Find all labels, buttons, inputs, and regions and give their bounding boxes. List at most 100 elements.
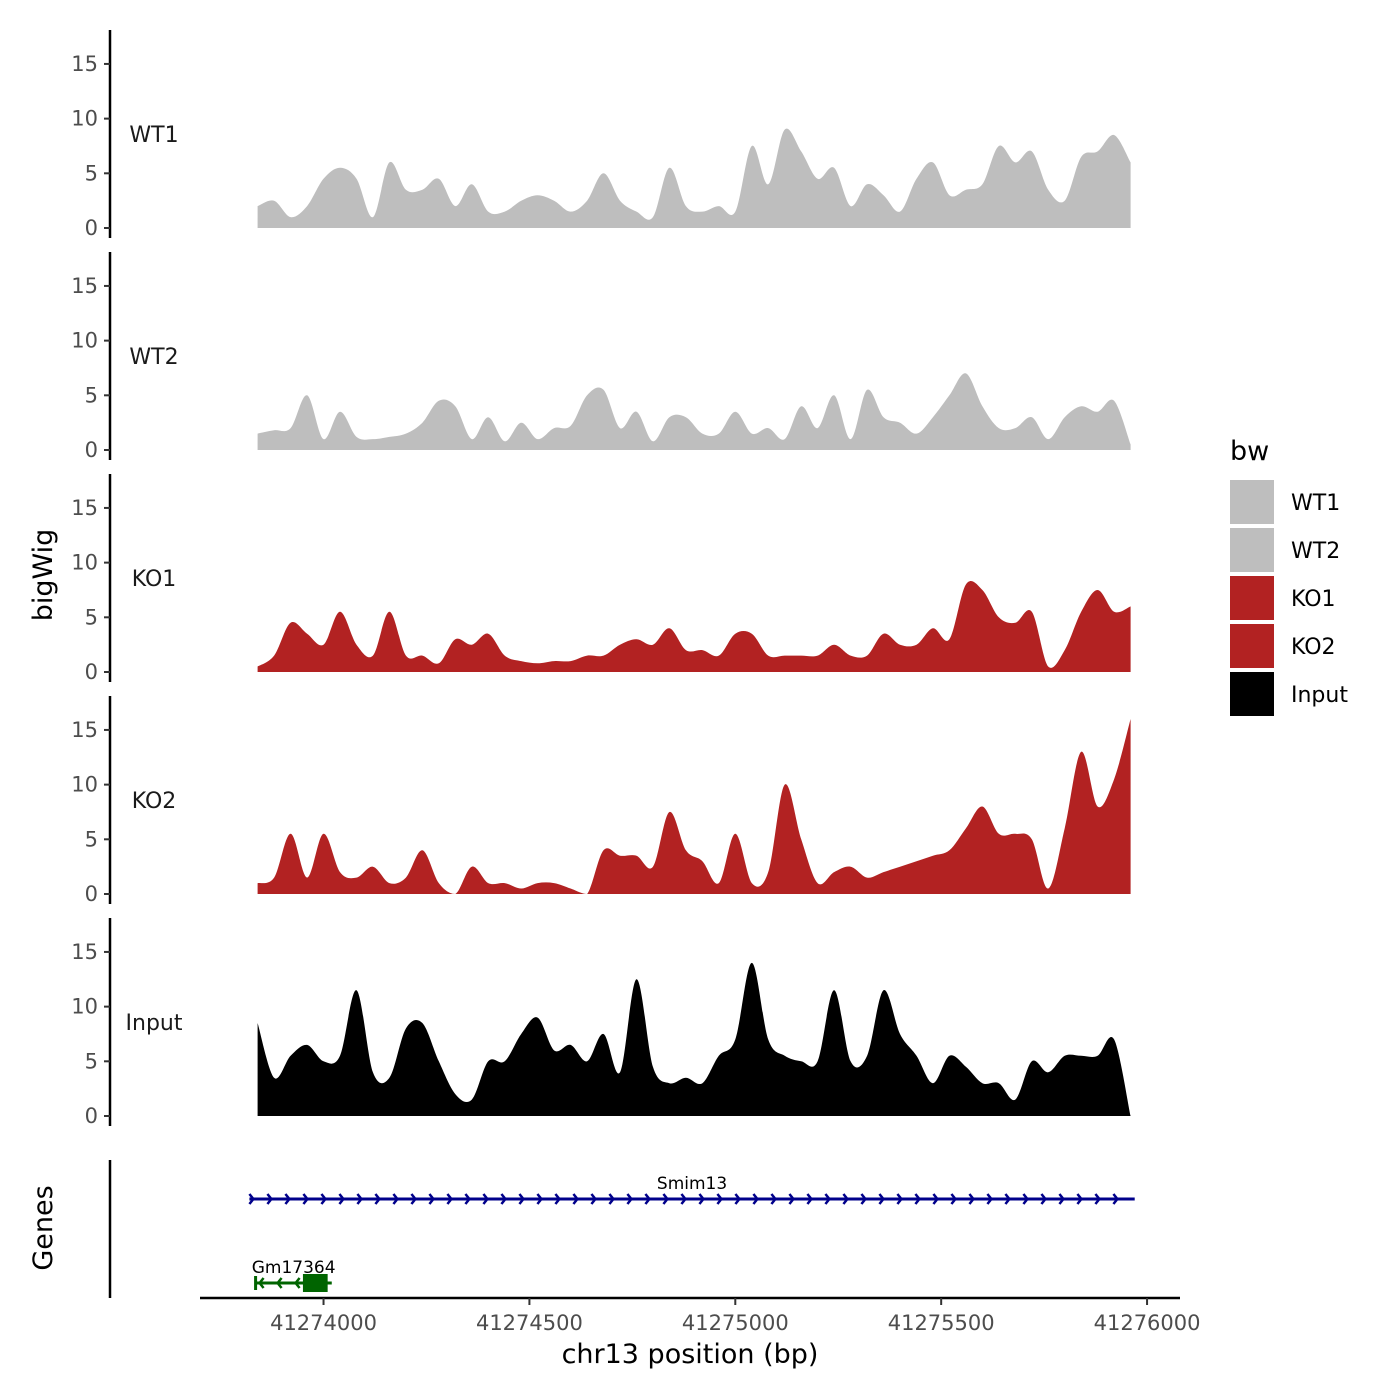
- strand-arrow: [914, 1193, 922, 1205]
- strand-arrow: [302, 1193, 310, 1205]
- strand-arrow: [698, 1193, 706, 1205]
- legend: bw WT1 WT2 KO1 KO2 Input: [1230, 436, 1348, 716]
- x-tick-label: 41275500: [888, 1311, 995, 1335]
- gene-track: Smim13 Gm17364: [108, 1160, 1135, 1298]
- y-tick-label: 5: [85, 1049, 98, 1073]
- legend-label: KO1: [1291, 587, 1336, 612]
- legend-label: Input: [1291, 683, 1348, 708]
- gene-gm17364: Gm17364: [252, 1258, 336, 1292]
- track-label: Input: [126, 1011, 183, 1036]
- strand-arrow: [1112, 1193, 1120, 1205]
- gene-label: Smim13: [657, 1174, 727, 1194]
- y-tick-label: 10: [71, 995, 98, 1019]
- legend-swatch: [1230, 576, 1274, 620]
- strand-arrow: [410, 1193, 418, 1205]
- y-tick-label: 0: [85, 438, 98, 462]
- legend-label: WT2: [1291, 539, 1340, 564]
- y-tick-label: 15: [71, 940, 98, 964]
- strand-arrow: [644, 1193, 652, 1205]
- strand-arrow: [554, 1193, 562, 1205]
- strand-arrow: [572, 1193, 580, 1205]
- strand-arrow: [770, 1193, 778, 1205]
- strand-arrow: [257, 1277, 265, 1289]
- strand-arrow: [626, 1193, 634, 1205]
- track-wt1: 0 5 10 15 WT1: [71, 30, 1131, 240]
- strand-arrow: [1040, 1193, 1048, 1205]
- strand-arrow: [680, 1193, 688, 1205]
- track-label: WT1: [129, 123, 178, 148]
- strand-arrow: [500, 1193, 508, 1205]
- gene-label: Gm17364: [252, 1258, 336, 1278]
- strand-arrow: [734, 1193, 742, 1205]
- y-tick-label: 10: [71, 329, 98, 353]
- y-tick-label: 10: [71, 107, 98, 131]
- y-tick-label: 10: [71, 773, 98, 797]
- strand-arrow: [374, 1193, 382, 1205]
- strand-arrow: [1022, 1193, 1030, 1205]
- strand-arrow: [986, 1193, 994, 1205]
- strand-arrow: [275, 1277, 283, 1289]
- y-tick-label: 15: [71, 718, 98, 742]
- strand-arrow: [608, 1193, 616, 1205]
- strand-arrow: [932, 1193, 940, 1205]
- y-tick-label: 5: [85, 161, 98, 185]
- strand-arrow: [338, 1193, 346, 1205]
- gene-exon: [302, 1274, 328, 1292]
- y-tick-label: 5: [85, 605, 98, 629]
- strand-arrow: [248, 1193, 256, 1205]
- x-tick-label: 41274000: [270, 1311, 377, 1335]
- strand-arrow: [752, 1193, 760, 1205]
- strand-arrow: [356, 1193, 364, 1205]
- strand-arrow: [392, 1193, 400, 1205]
- x-axis: 41274000 41274500 41275000 41275500 41276000: [200, 1296, 1201, 1335]
- coverage-area: [257, 962, 1131, 1116]
- strand-arrow: [428, 1193, 436, 1205]
- strand-arrow: [482, 1193, 490, 1205]
- track-label: WT2: [129, 345, 178, 370]
- track-label: KO1: [132, 567, 177, 592]
- strand-arrow: [1058, 1193, 1066, 1205]
- strand-arrow: [896, 1193, 904, 1205]
- strand-arrow: [806, 1193, 814, 1205]
- coverage-tracks: 0 5 10 15 WT1 0 5 10 15 WT2 0 5 10 15 KO1 0 5 10 15 KO2 0 5 10…: [71, 30, 1131, 1128]
- x-tick-label: 41276000: [1094, 1311, 1201, 1335]
- y-tick-label: 10: [71, 551, 98, 575]
- genes-axis-title: Genes: [28, 1185, 59, 1270]
- strand-arrow: [266, 1193, 274, 1205]
- strand-arrow: [968, 1193, 976, 1205]
- legend-swatch: [1230, 528, 1274, 572]
- strand-arrow: [446, 1193, 454, 1205]
- legend-swatch: [1230, 480, 1274, 524]
- y-tick-label: 0: [85, 882, 98, 906]
- strand-arrow: [662, 1193, 670, 1205]
- x-tick-label: 41275000: [682, 1311, 789, 1335]
- x-tick-label: 41274500: [476, 1311, 583, 1335]
- track-ko2: 0 5 10 15 KO2: [71, 696, 1131, 906]
- track-wt2: 0 5 10 15 WT2: [71, 252, 1131, 462]
- strand-arrow: [464, 1193, 472, 1205]
- y-tick-label: 15: [71, 274, 98, 298]
- track-input: 0 5 10 15 Input: [71, 918, 1131, 1128]
- y-tick-label: 15: [71, 496, 98, 520]
- y-tick-label: 0: [85, 1104, 98, 1128]
- coverage-area: [257, 128, 1131, 228]
- strand-arrow: [284, 1193, 292, 1205]
- y-tick-label: 15: [71, 52, 98, 76]
- strand-arrow: [590, 1193, 598, 1205]
- strand-arrow: [788, 1193, 796, 1205]
- y-tick-label: 5: [85, 827, 98, 851]
- track-ko1: 0 5 10 15 KO1: [71, 474, 1131, 684]
- strand-arrow: [1004, 1193, 1012, 1205]
- legend-label: WT1: [1291, 491, 1340, 516]
- strand-arrow: [950, 1193, 958, 1205]
- x-axis-title: chr13 position (bp): [562, 1339, 819, 1370]
- coverage-area: [257, 719, 1131, 894]
- strand-arrow: [860, 1193, 868, 1205]
- y-tick-label: 0: [85, 660, 98, 684]
- strand-arrow: [320, 1193, 328, 1205]
- strand-arrow: [878, 1193, 886, 1205]
- strand-arrow: [1094, 1193, 1102, 1205]
- strand-arrow: [518, 1193, 526, 1205]
- coverage-area: [257, 581, 1131, 672]
